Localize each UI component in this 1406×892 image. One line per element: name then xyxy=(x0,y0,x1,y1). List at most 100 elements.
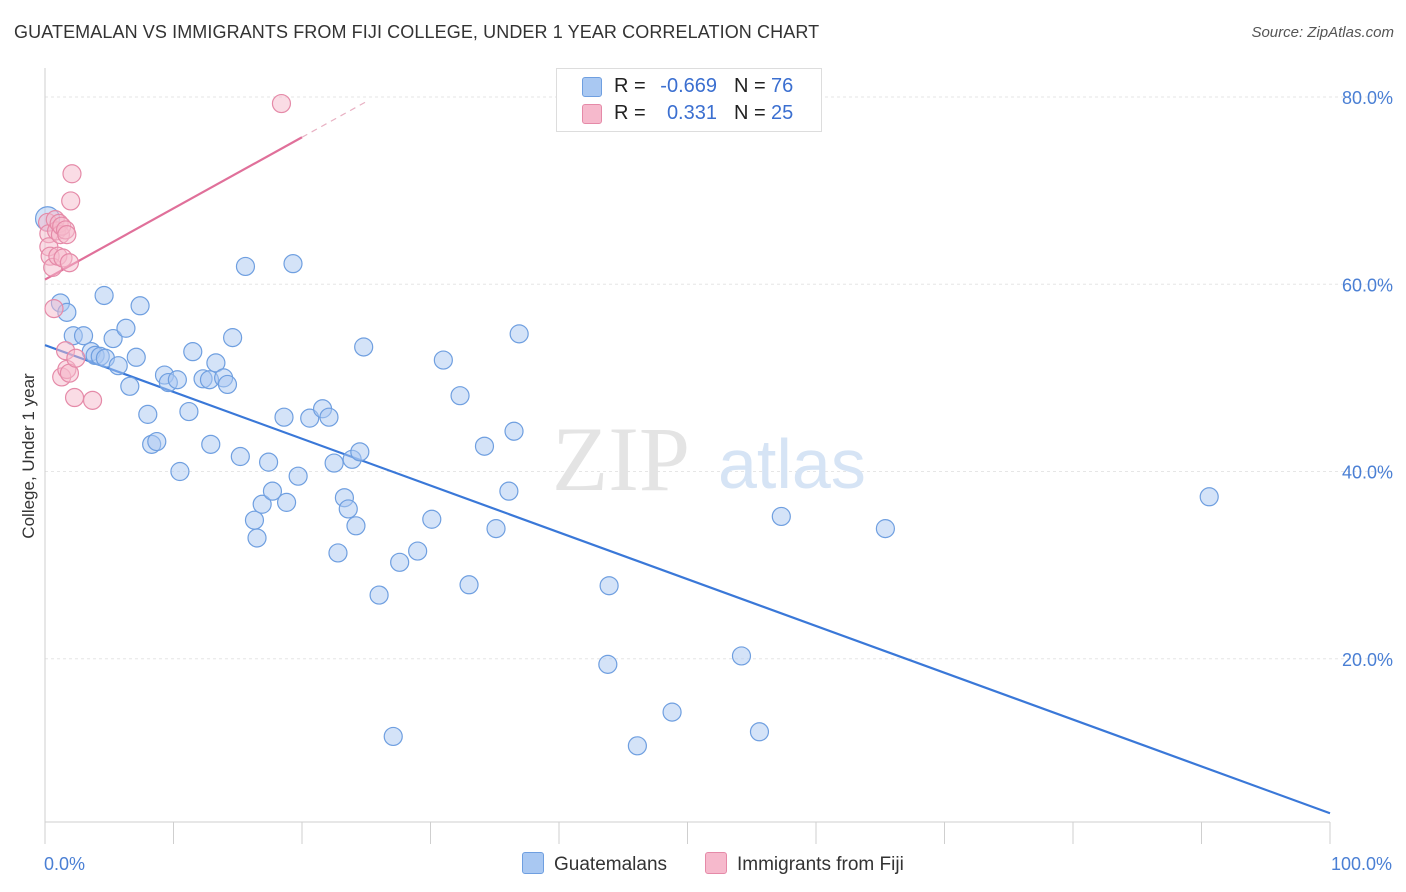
legend-row-guatemalans: R = -0.669 N = 76 xyxy=(557,73,821,99)
tick-labels: 20.0% 40.0% 60.0% 80.0% 0.0% 100.0% xyxy=(44,88,1393,874)
guatemalan-point xyxy=(354,337,374,357)
fiji-point xyxy=(82,390,103,410)
legend-n-label: N = xyxy=(734,102,766,124)
guatemalan-point xyxy=(252,494,272,514)
guatemalan-point xyxy=(167,370,187,390)
guatemalan-point xyxy=(771,506,791,527)
fiji-point xyxy=(64,387,85,408)
guatemalan-point xyxy=(875,519,895,539)
guatemalan-point xyxy=(433,350,453,370)
guatemalan-point xyxy=(283,254,303,274)
guatemalan-point xyxy=(324,453,344,473)
guatemalan-point xyxy=(599,576,619,596)
guatemalan-point xyxy=(504,421,524,441)
guatemalan-point xyxy=(731,646,752,666)
guatemalan-point xyxy=(179,401,199,422)
bottom-legend-swatch-fiji xyxy=(705,852,727,874)
guatemalan-point xyxy=(147,431,167,452)
guatemalan-point xyxy=(262,481,283,501)
guatemalan-point xyxy=(244,510,265,530)
guatemalan-point xyxy=(598,654,618,674)
correlation-legend: R = -0.669 N = 76 R = 0.331 N = 25 xyxy=(556,68,822,132)
guatemalan-point xyxy=(126,347,146,367)
guatemalan-point xyxy=(509,324,529,344)
guatemalan-point xyxy=(319,407,339,427)
watermark-zip: ZIP xyxy=(552,408,690,510)
trend-lines xyxy=(44,101,1331,815)
guatemalan-point xyxy=(328,543,348,563)
guatemalan-point xyxy=(258,452,279,472)
guatemalan-point xyxy=(369,585,389,605)
guatemalan-point xyxy=(217,374,238,395)
x-tick-label: 0.0% xyxy=(44,854,85,874)
guatemalan-point xyxy=(459,575,479,595)
guatemalan-point xyxy=(183,342,203,362)
fiji-point xyxy=(271,93,292,114)
y-tick-label: 40.0% xyxy=(1342,463,1393,483)
fiji-point xyxy=(61,191,81,211)
guatemalan-point xyxy=(206,353,226,373)
source-label: Source: ZipAtlas.com xyxy=(1251,24,1394,41)
guatemalan-point xyxy=(408,541,428,561)
guatemalan-point xyxy=(486,519,506,539)
guatemalan-point xyxy=(130,296,150,316)
grid-lines xyxy=(45,96,1393,660)
fiji-point xyxy=(66,348,86,368)
guatemalan-point xyxy=(235,256,256,277)
guatemalan-point xyxy=(288,466,308,486)
guatemalan-point xyxy=(749,722,770,742)
guatemalan-point xyxy=(499,481,519,501)
guatemalan-point xyxy=(274,407,294,427)
guatemalan-point xyxy=(1199,487,1219,507)
legend-swatch-guatemalans xyxy=(582,77,602,97)
guatemalan-point xyxy=(116,318,136,338)
guatemalan-point xyxy=(73,326,94,346)
x-tick-label: 100.0% xyxy=(1331,854,1392,874)
guatemalan-point xyxy=(120,376,140,396)
legend-r-value: -0.669 xyxy=(660,75,717,97)
fiji-point xyxy=(44,298,64,319)
guatemalan-point xyxy=(138,404,158,424)
fiji-point xyxy=(62,164,82,184)
guatemalan-point xyxy=(170,461,190,482)
guatemalan-point xyxy=(338,499,358,519)
watermark-atlas: atlas xyxy=(718,425,866,503)
guatemalan-point xyxy=(276,492,297,512)
legend-n-value: 76 xyxy=(771,75,794,97)
legend-swatch-fiji xyxy=(582,104,602,124)
guatemalan-point xyxy=(300,408,320,428)
bottom-legend-label-guatemalans: Guatemalans xyxy=(554,854,668,875)
guatemalan-point xyxy=(350,442,370,462)
guatemalan-point xyxy=(627,736,647,756)
trend-line-0 xyxy=(44,344,1331,815)
guatemalan-point xyxy=(422,509,442,529)
legend-r-value: 0.331 xyxy=(666,102,717,124)
guatemalan-point xyxy=(450,386,470,406)
legend-row-fiji: R = 0.331 N = 25 xyxy=(557,100,821,126)
guatemalan-point xyxy=(247,528,267,548)
legend-r-label: R = xyxy=(614,75,646,97)
guatemalan-point xyxy=(94,285,114,306)
trend-line-extension-1 xyxy=(301,101,367,138)
guatemalan-point xyxy=(662,702,682,722)
y-tick-label: 20.0% xyxy=(1342,650,1393,670)
fiji-point xyxy=(59,253,80,273)
legend-n-value: 25 xyxy=(771,102,794,124)
bottom-legend-label-fiji: Immigrants from Fiji xyxy=(737,854,904,875)
y-axis-label: College, Under 1 year xyxy=(19,373,38,539)
bottom-legend-swatch-guatemalans xyxy=(522,852,544,874)
bottom-legend-guatemalans: Guatemalans xyxy=(522,852,667,876)
legend-r-label: R = xyxy=(614,102,646,124)
guatemalan-point xyxy=(230,446,250,467)
chart-title: GUATEMALAN VS IMMIGRANTS FROM FIJI COLLE… xyxy=(14,22,820,42)
y-tick-label: 60.0% xyxy=(1342,275,1393,295)
trend-line-1 xyxy=(44,136,303,281)
axes xyxy=(44,68,1331,844)
fiji-point xyxy=(57,225,77,245)
guatemalan-point xyxy=(346,516,366,536)
bottom-legend-fiji: Immigrants from Fiji xyxy=(705,852,904,876)
y-tick-label: 80.0% xyxy=(1342,88,1393,108)
guatemalan-point xyxy=(103,328,123,349)
legend-n-label: N = xyxy=(734,75,766,97)
